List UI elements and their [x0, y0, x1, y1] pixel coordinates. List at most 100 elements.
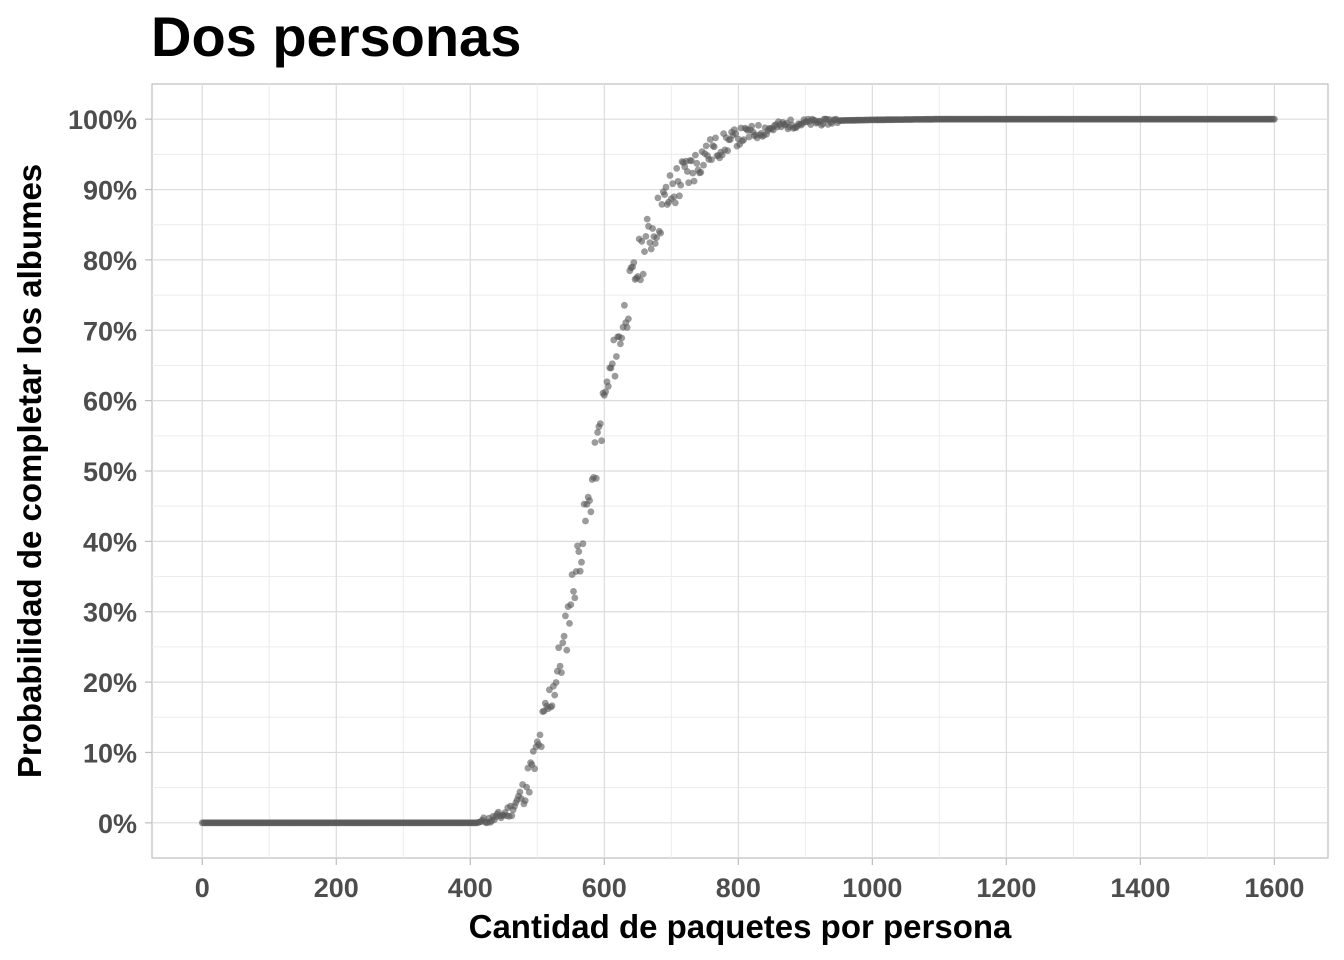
data-point	[523, 783, 530, 791]
data-point	[1271, 115, 1278, 123]
y-tick-label: 10%	[83, 738, 137, 768]
x-axis-title: Cantidad de paquetes por persona	[469, 908, 1012, 945]
data-point	[608, 360, 616, 368]
data-point	[639, 270, 647, 278]
data-point	[531, 765, 538, 773]
data-point	[563, 646, 571, 654]
data-point	[748, 122, 756, 130]
data-point	[638, 237, 646, 245]
data-point	[551, 691, 559, 699]
data-point	[712, 134, 719, 142]
data-point	[571, 594, 579, 602]
data-point	[630, 259, 638, 266]
data-point	[570, 588, 577, 595]
data-point	[602, 388, 609, 396]
data-point	[702, 142, 710, 150]
data-point	[669, 180, 677, 188]
x-tick-label: 600	[582, 873, 627, 903]
data-point	[647, 245, 655, 253]
data-point	[591, 439, 599, 446]
data-point	[575, 548, 583, 555]
y-tick-label: 90%	[83, 176, 137, 206]
data-point	[718, 151, 726, 159]
grid-major	[152, 84, 1328, 858]
data-point	[567, 601, 575, 609]
data-point	[661, 191, 668, 199]
data-point	[666, 172, 674, 179]
y-axis-ticks: 0% 10% 20% 30% 40% 50% 60% 70% 80% 90% 100%	[68, 105, 152, 839]
data-point	[576, 567, 584, 575]
data-point	[562, 612, 569, 620]
data-point	[596, 420, 604, 428]
data-point	[677, 181, 685, 189]
data-point	[552, 679, 560, 686]
data-point	[662, 183, 670, 191]
data-points	[198, 115, 1278, 827]
data-point	[676, 192, 683, 200]
data-point	[525, 788, 533, 796]
y-tick-label: 60%	[83, 387, 137, 417]
data-point	[710, 143, 718, 151]
data-point	[706, 136, 714, 143]
data-point	[755, 121, 762, 129]
data-point	[560, 632, 568, 640]
data-point	[548, 702, 556, 710]
data-point	[671, 199, 679, 207]
data-point	[579, 540, 587, 548]
data-point	[598, 437, 605, 445]
data-point	[637, 276, 644, 284]
x-tick-label: 1400	[1110, 873, 1170, 903]
data-point	[508, 812, 516, 820]
data-point	[604, 382, 612, 390]
data-point	[643, 215, 651, 223]
data-point	[578, 558, 585, 566]
data-point	[646, 239, 654, 247]
data-point	[684, 168, 691, 175]
data-point	[558, 669, 565, 676]
data-point	[537, 743, 545, 751]
data-point	[586, 497, 593, 504]
data-point	[617, 340, 624, 348]
data-point	[787, 116, 794, 124]
data-point	[708, 156, 715, 164]
data-point	[642, 233, 650, 240]
data-point	[697, 168, 705, 176]
data-point	[724, 147, 731, 155]
data-point	[621, 301, 628, 309]
data-point	[657, 229, 664, 237]
x-tick-label: 200	[314, 873, 359, 903]
data-point	[732, 130, 739, 138]
data-point	[566, 620, 573, 627]
data-point	[613, 353, 620, 360]
data-point	[740, 136, 748, 144]
y-tick-label: 30%	[83, 598, 137, 628]
data-point	[594, 429, 601, 436]
data-point	[618, 334, 626, 342]
data-point	[700, 161, 707, 169]
data-point	[587, 508, 595, 516]
data-point	[693, 159, 701, 167]
data-point	[685, 179, 693, 187]
data-point	[649, 225, 656, 232]
data-point	[521, 797, 529, 804]
data-point	[592, 474, 600, 482]
data-point	[556, 662, 564, 670]
data-point	[536, 731, 544, 739]
x-tick-label: 1000	[842, 873, 902, 903]
data-point	[688, 157, 695, 165]
y-tick-label: 40%	[83, 527, 137, 557]
x-tick-label: 1600	[1244, 873, 1304, 903]
data-point	[689, 169, 697, 177]
y-tick-label: 70%	[83, 316, 137, 346]
y-tick-label: 80%	[83, 246, 137, 276]
data-point	[658, 201, 666, 208]
data-point	[516, 788, 524, 796]
data-point	[641, 248, 648, 256]
data-point	[625, 315, 632, 323]
data-point	[673, 165, 681, 172]
data-point	[670, 193, 678, 201]
data-point	[582, 517, 589, 525]
data-point	[559, 639, 567, 647]
x-tick-label: 0	[195, 873, 210, 903]
